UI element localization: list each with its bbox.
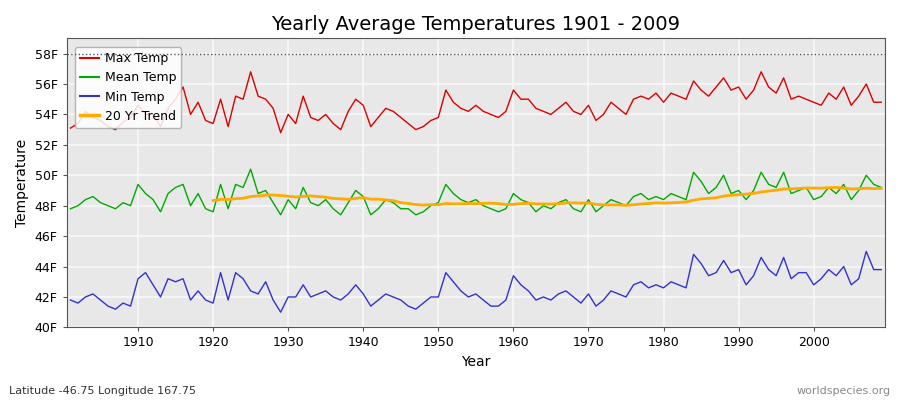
Title: Yearly Average Temperatures 1901 - 2009: Yearly Average Temperatures 1901 - 2009 — [272, 15, 680, 34]
X-axis label: Year: Year — [461, 355, 491, 369]
Y-axis label: Temperature: Temperature — [15, 139, 29, 227]
Text: worldspecies.org: worldspecies.org — [796, 386, 891, 396]
Legend: Max Temp, Mean Temp, Min Temp, 20 Yr Trend: Max Temp, Mean Temp, Min Temp, 20 Yr Tre… — [75, 47, 182, 128]
Text: Latitude -46.75 Longitude 167.75: Latitude -46.75 Longitude 167.75 — [9, 386, 196, 396]
